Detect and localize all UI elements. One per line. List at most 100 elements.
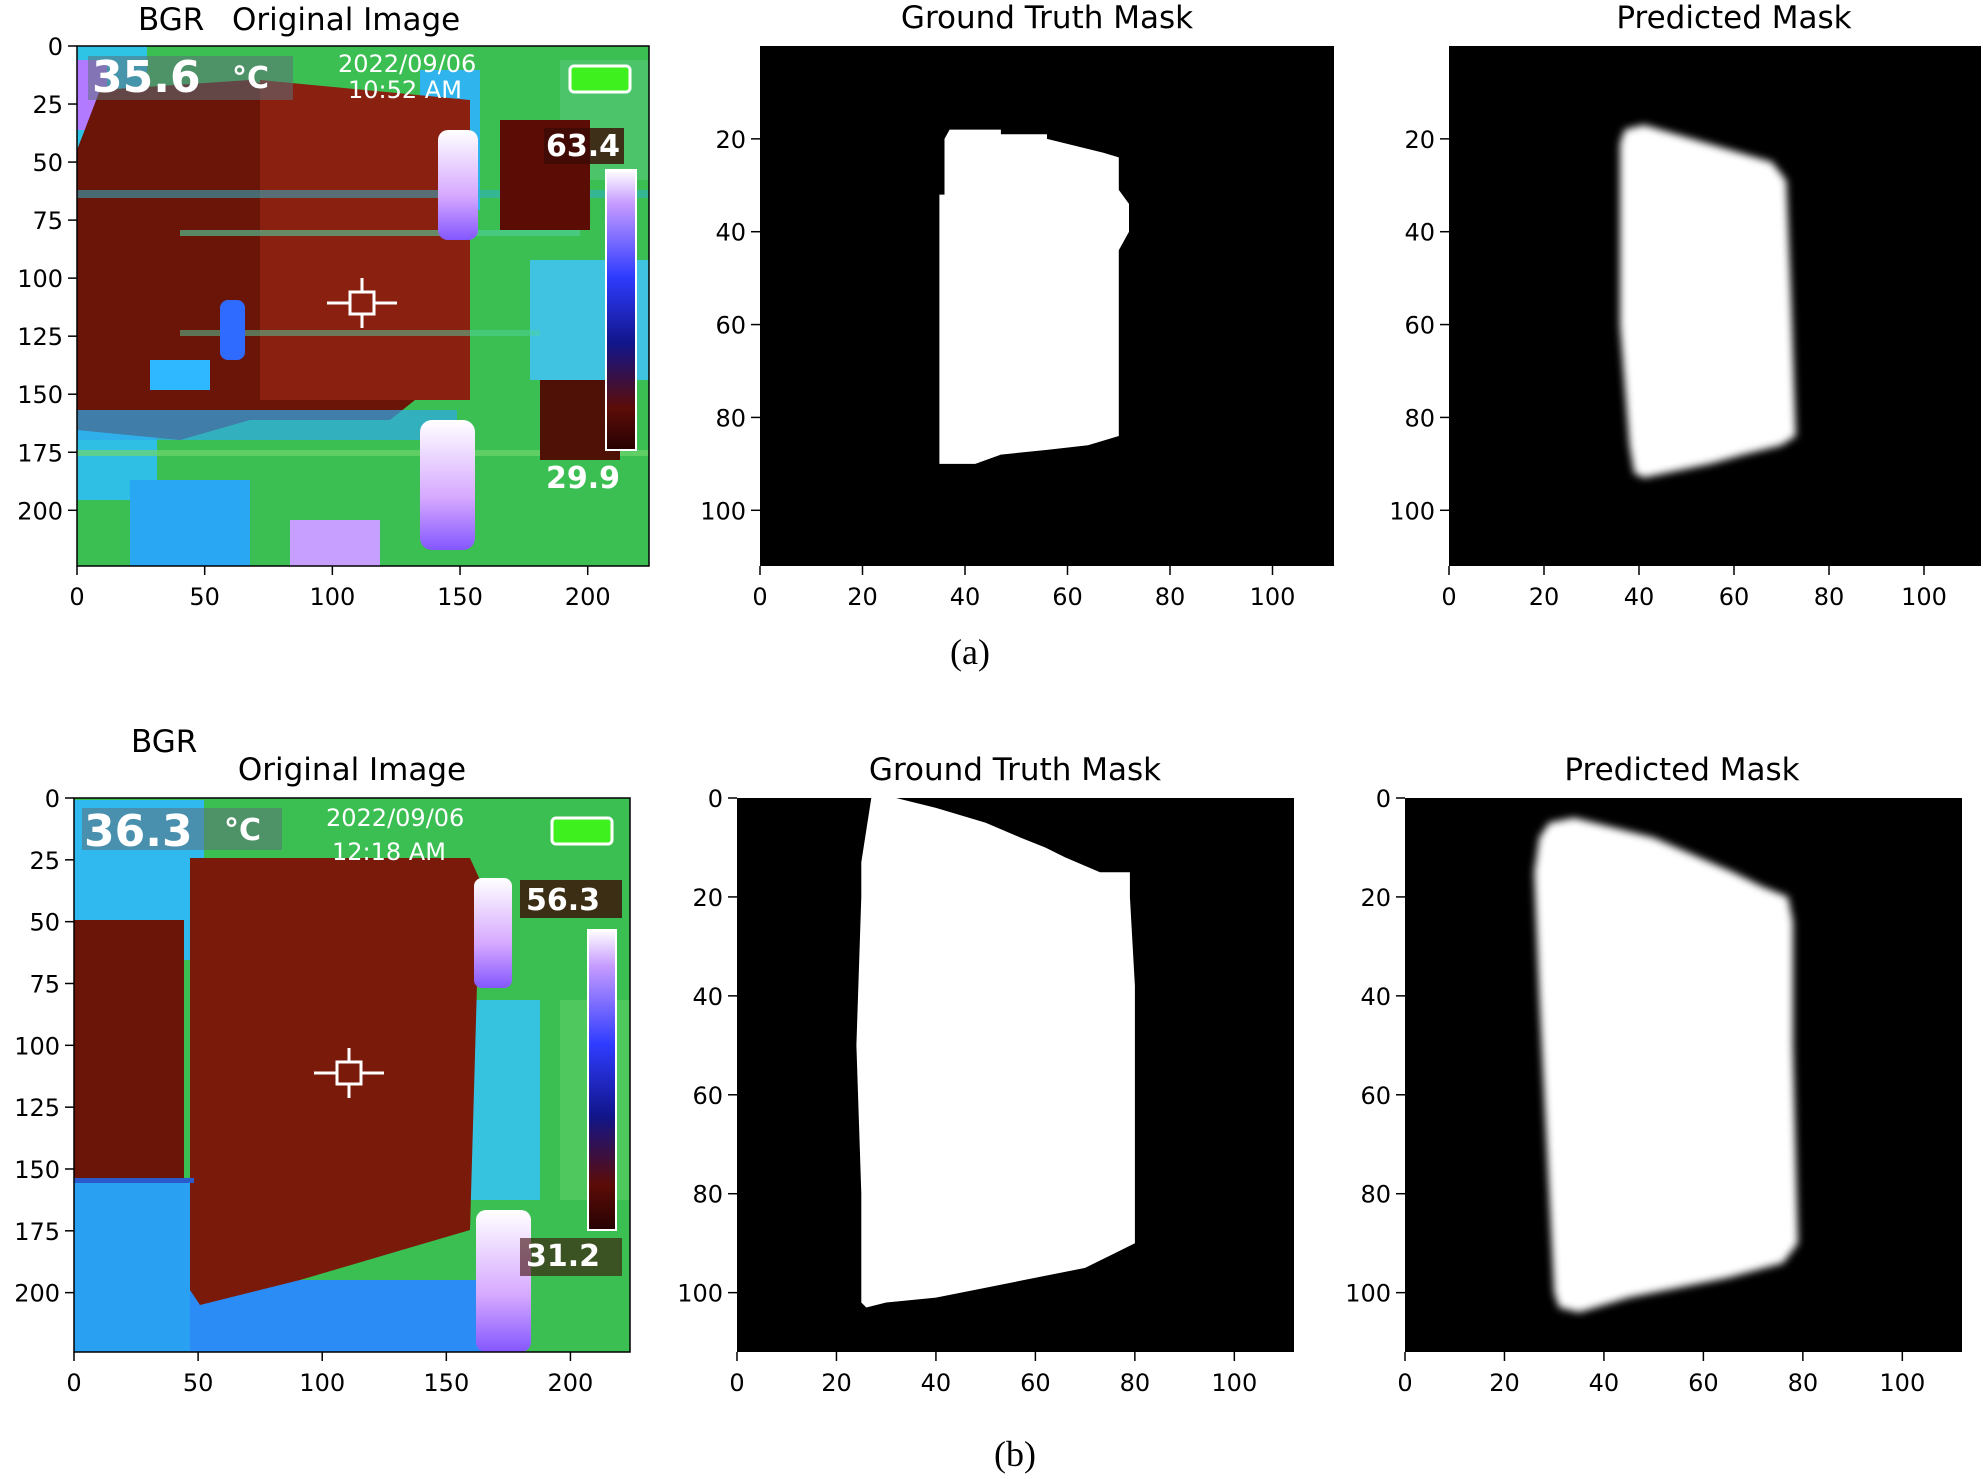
gt-a-xtick-label: 20 bbox=[847, 583, 878, 611]
pred-a-ytick-label: 20 bbox=[1404, 126, 1435, 154]
thermal-title-b: Original Image bbox=[238, 752, 466, 788]
gt-a-ytick-label: 20 bbox=[715, 126, 746, 154]
ground-truth-panel-b: Ground Truth Mask 0 20 40 60 80 100 0 20 40 60 80 1… bbox=[677, 752, 1294, 1397]
gt-b-ytick-label: 60 bbox=[692, 1082, 723, 1110]
thermal-axes-a: 0 50 100 150 200 0 25 50 75 100 125 150 175 200 bbox=[17, 33, 610, 611]
gt-b-ytick-label: 80 bbox=[692, 1181, 723, 1209]
gt-b-ytick-label: 20 bbox=[692, 884, 723, 912]
thermal-b-ytick-label: 50 bbox=[29, 909, 60, 937]
bgr-label-a: BGR bbox=[138, 2, 204, 38]
thermal-b-xtick-label: 200 bbox=[548, 1369, 594, 1397]
scale-min-a: 29.9 bbox=[546, 461, 620, 496]
thermal-date-a: 2022/09/06 bbox=[338, 50, 476, 78]
thermal-a-xtick-label: 200 bbox=[565, 583, 611, 611]
ground-truth-panel-a: Ground Truth Mask 0 20 40 60 80 100 20 40 60 80 10… bbox=[700, 0, 1334, 611]
gt-a-xtick-label: 80 bbox=[1155, 583, 1186, 611]
thermal-a-ytick-label: 100 bbox=[17, 265, 63, 293]
pred-mask-shape-a bbox=[1620, 124, 1796, 478]
pred-a-xtick-label: 20 bbox=[1529, 583, 1560, 611]
pred-b-xtick-label: 40 bbox=[1589, 1369, 1620, 1397]
thermal-panel-a: BGR Original Image bbox=[17, 2, 650, 611]
pred-b-ytick-label: 40 bbox=[1360, 983, 1391, 1011]
pred-b-xtick-label: 80 bbox=[1788, 1369, 1819, 1397]
thermal-a-ytick-label: 200 bbox=[17, 497, 63, 525]
thermal-a-ytick-label: 125 bbox=[17, 323, 63, 351]
pred-b-xtick-label: 100 bbox=[1879, 1369, 1925, 1397]
caption-b: (b) bbox=[994, 1434, 1036, 1474]
gt-b-ytick-label: 100 bbox=[677, 1280, 723, 1308]
crosshair-icon-a bbox=[327, 278, 397, 328]
thermal-image-b: 36.3 °C 2022/09/06 12:18 AM 56.3 31.2 bbox=[74, 798, 630, 1352]
thermal-unit-a: °C bbox=[232, 61, 269, 96]
pred-title-b: Predicted Mask bbox=[1564, 752, 1799, 788]
caption-a: (a) bbox=[950, 632, 990, 672]
gt-title-b: Ground Truth Mask bbox=[869, 752, 1161, 788]
thermal-a-ytick-label: 175 bbox=[17, 439, 63, 467]
colorbar-b bbox=[587, 929, 617, 1231]
gt-title-a: Ground Truth Mask bbox=[901, 0, 1193, 36]
pred-a-xtick-label: 40 bbox=[1624, 583, 1655, 611]
thermal-image-a: 35.6 °C 2022/09/06 10:52 AM 63.4 29.9 bbox=[77, 46, 649, 566]
gt-a-ytick-label: 100 bbox=[700, 497, 746, 525]
pred-mask-shape-b bbox=[1534, 817, 1798, 1313]
thermal-time-b: 12:18 AM bbox=[332, 838, 446, 866]
pred-b-xtick-label: 0 bbox=[1397, 1369, 1412, 1397]
pred-axes-b: 0 20 40 60 80 100 0 20 40 60 80 100 bbox=[1345, 785, 1925, 1397]
gt-b-xtick-label: 100 bbox=[1211, 1369, 1257, 1397]
pred-b-ytick-label: 100 bbox=[1345, 1280, 1391, 1308]
colorbar-a bbox=[605, 169, 637, 451]
pred-b-ytick-label: 60 bbox=[1360, 1082, 1391, 1110]
gt-b-ytick-label: 0 bbox=[708, 785, 723, 813]
thermal-b-ytick-label: 125 bbox=[14, 1094, 60, 1122]
pred-a-ytick-label: 100 bbox=[1389, 497, 1435, 525]
predicted-panel-b: Predicted Mask 0 20 40 60 80 100 0 20 40 60 80 100 bbox=[1345, 752, 1962, 1397]
battery-icon-b bbox=[550, 816, 614, 846]
pred-a-xtick-label: 60 bbox=[1719, 583, 1750, 611]
pred-title-a: Predicted Mask bbox=[1616, 0, 1851, 36]
bgr-label-b: BGR bbox=[131, 724, 197, 760]
pred-b-ytick-label: 20 bbox=[1360, 884, 1391, 912]
gt-mask-shape-b bbox=[856, 798, 1135, 1308]
pred-a-ytick-label: 80 bbox=[1404, 404, 1435, 432]
gt-a-ytick-label: 40 bbox=[715, 219, 746, 247]
gt-a-xtick-label: 40 bbox=[950, 583, 981, 611]
thermal-a-xtick-label: 100 bbox=[309, 583, 355, 611]
thermal-b-ytick-label: 75 bbox=[29, 970, 60, 998]
gt-axes-a: 0 20 40 60 80 100 20 40 60 80 100 bbox=[700, 126, 1295, 611]
thermal-b-xtick-label: 50 bbox=[183, 1369, 214, 1397]
pred-a-xtick-label: 100 bbox=[1901, 583, 1947, 611]
pred-a-ytick-label: 60 bbox=[1404, 312, 1435, 340]
scale-max-a: 63.4 bbox=[546, 129, 620, 164]
thermal-b-xtick-label: 0 bbox=[66, 1369, 81, 1397]
gt-b-xtick-label: 60 bbox=[1020, 1369, 1051, 1397]
thermal-a-ytick-label: 150 bbox=[17, 381, 63, 409]
gt-a-xtick-label: 0 bbox=[752, 583, 767, 611]
pred-b-ytick-label: 0 bbox=[1376, 785, 1391, 813]
thermal-a-xtick-label: 150 bbox=[437, 583, 483, 611]
thermal-title-a: Original Image bbox=[232, 2, 460, 38]
gt-mask-shape-a bbox=[939, 129, 1129, 464]
thermal-b-xtick-label: 100 bbox=[299, 1369, 345, 1397]
pred-b-xtick-label: 20 bbox=[1489, 1369, 1520, 1397]
pred-a-xtick-label: 80 bbox=[1814, 583, 1845, 611]
thermal-b-ytick-label: 100 bbox=[14, 1032, 60, 1060]
crosshair-icon-b bbox=[314, 1048, 384, 1098]
thermal-a-xtick-label: 0 bbox=[69, 583, 84, 611]
thermal-a-ytick-label: 50 bbox=[32, 149, 63, 177]
thermal-b-ytick-label: 25 bbox=[29, 847, 60, 875]
battery-icon-a bbox=[568, 64, 632, 94]
thermal-b-ytick-label: 200 bbox=[14, 1280, 60, 1308]
thermal-b-ytick-label: 150 bbox=[14, 1156, 60, 1184]
gt-a-xtick-label: 100 bbox=[1250, 583, 1296, 611]
thermal-a-xtick-label: 50 bbox=[189, 583, 220, 611]
thermal-time-a: 10:52 AM bbox=[348, 76, 462, 104]
scale-max-b: 56.3 bbox=[526, 883, 600, 918]
scale-min-b: 31.2 bbox=[526, 1239, 600, 1274]
gt-b-xtick-label: 40 bbox=[921, 1369, 952, 1397]
gt-b-xtick-label: 20 bbox=[821, 1369, 852, 1397]
thermal-temp-a: 35.6 bbox=[92, 52, 201, 103]
pred-b-xtick-label: 60 bbox=[1688, 1369, 1719, 1397]
gt-a-ytick-label: 60 bbox=[715, 312, 746, 340]
thermal-date-b: 2022/09/06 bbox=[326, 804, 464, 832]
